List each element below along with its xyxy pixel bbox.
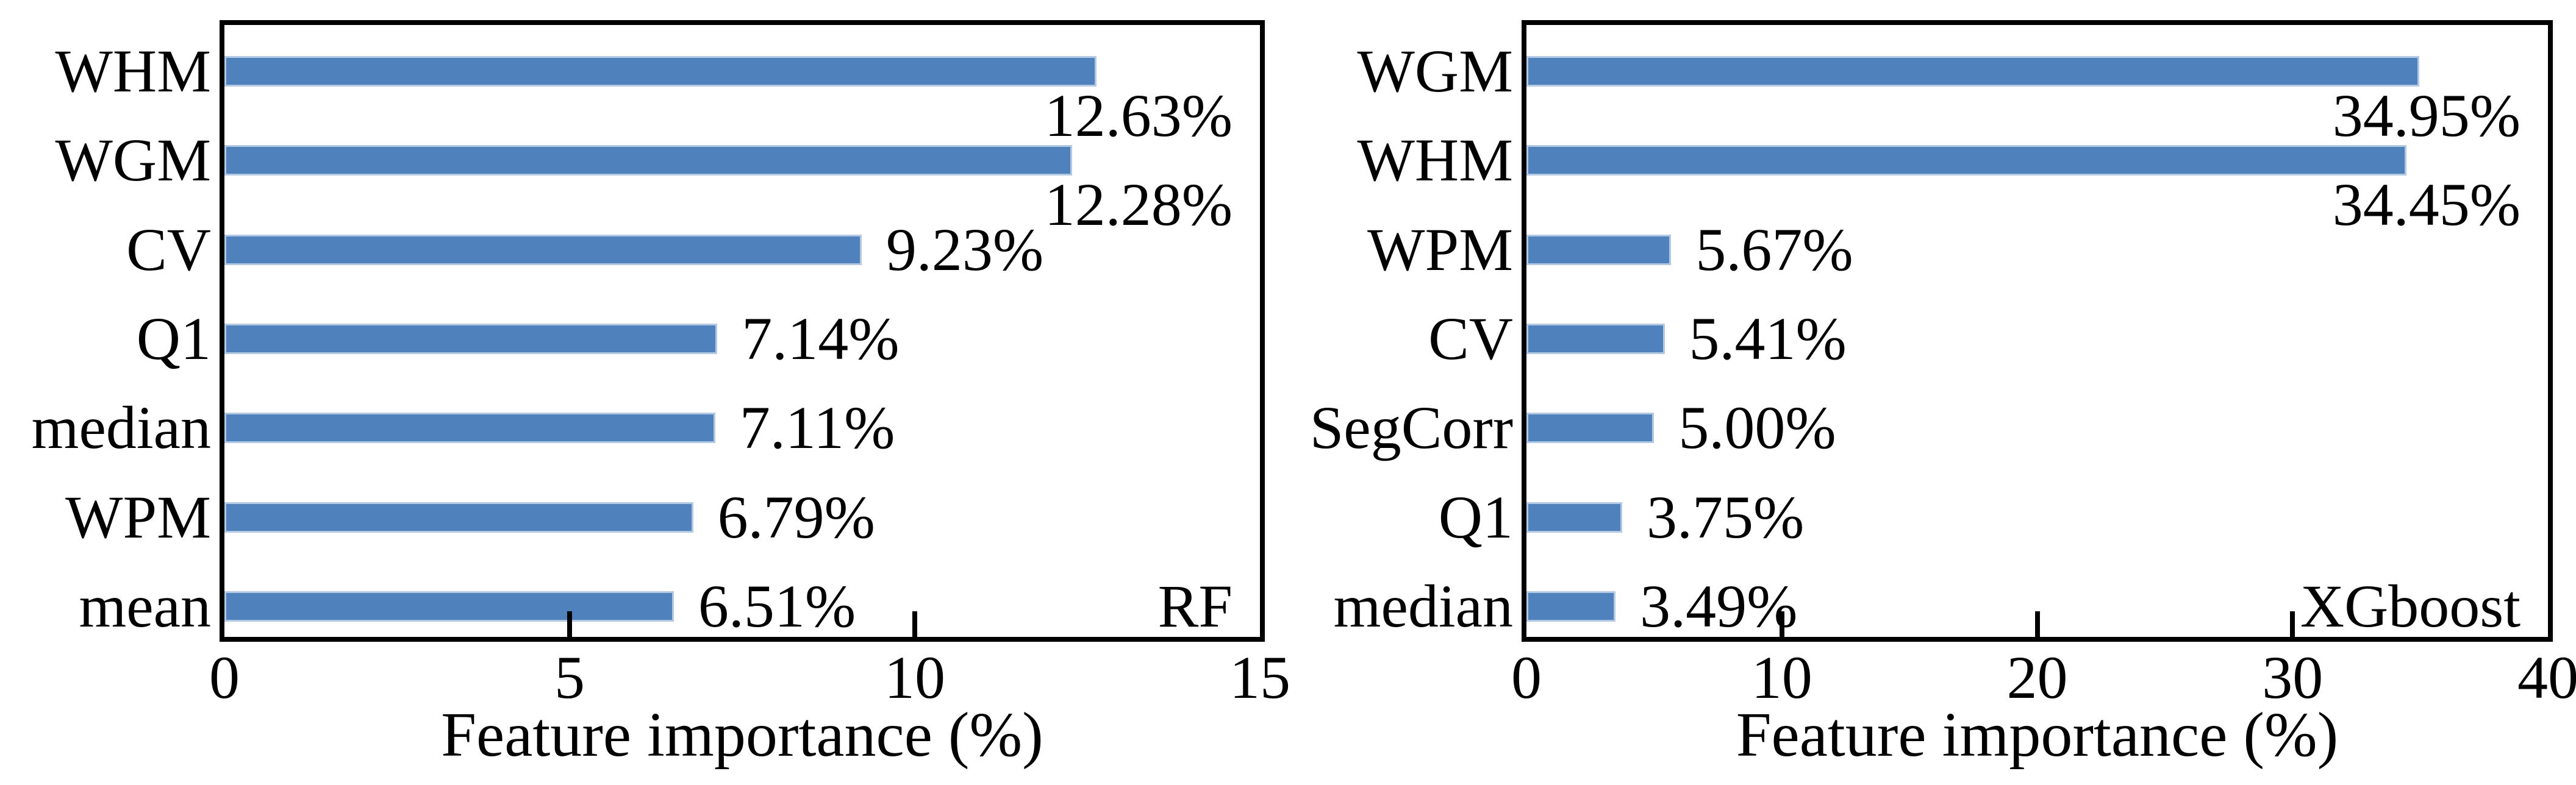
xgboost-corner-label: XGboost xyxy=(2300,572,2521,640)
bar xyxy=(224,502,693,533)
x-tick-label: 40 xyxy=(2517,644,2576,711)
bar-value-label: 34.95% xyxy=(2332,82,2521,149)
category-label: median xyxy=(1333,572,1513,640)
bar xyxy=(1526,234,1672,265)
bar-value-label: 34.45% xyxy=(2332,171,2521,239)
bar xyxy=(224,413,715,444)
category-label: mean xyxy=(79,572,211,640)
x-tick xyxy=(567,611,572,637)
bar-value-label: 12.28% xyxy=(1044,171,1233,239)
rf-x-axis-title: Feature importance (%) xyxy=(441,700,1043,770)
rf-plot-area xyxy=(220,20,1265,642)
category-label: SegCorr xyxy=(1309,394,1513,462)
bar-value-label: 6.79% xyxy=(717,483,875,551)
category-label: CV xyxy=(126,215,211,283)
bar xyxy=(224,591,674,622)
x-tick-label: 10 xyxy=(1751,644,1812,711)
x-tick xyxy=(2034,611,2040,637)
bar xyxy=(1526,56,2419,87)
bar-value-label: 3.49% xyxy=(1640,572,1798,640)
bar xyxy=(224,56,1097,87)
bar-value-label: 12.63% xyxy=(1044,82,1233,149)
xgboost-chart-panel: XGboost Feature importance (%) WGM 34.95%… xyxy=(1288,0,2576,785)
x-tick-label: 10 xyxy=(884,644,945,711)
bar-value-label: 3.75% xyxy=(1647,483,1805,551)
x-tick xyxy=(2290,611,2295,637)
x-tick-label: 20 xyxy=(2006,644,2068,711)
bar-value-label: 5.41% xyxy=(1689,304,1847,372)
bar xyxy=(1526,323,1665,354)
category-label: WPM xyxy=(65,483,211,551)
bar xyxy=(1526,145,2406,176)
category-label: CV xyxy=(1428,304,1513,372)
bar-value-label: 6.51% xyxy=(698,572,856,640)
xgboost-plot-area xyxy=(1522,20,2553,642)
bar xyxy=(224,234,862,265)
x-tick-label: 30 xyxy=(2262,644,2324,711)
bar xyxy=(1526,591,1616,622)
x-tick xyxy=(1779,611,1784,637)
bar-value-label: 7.11% xyxy=(739,394,895,462)
x-tick-label: 0 xyxy=(209,644,240,711)
category-label: median xyxy=(31,394,211,462)
bar-value-label: 5.67% xyxy=(1695,215,1853,283)
category-label: WGM xyxy=(1357,37,1513,105)
category-label: WGM xyxy=(55,126,211,194)
rf-chart-panel: RF Feature importance (%) WHM 12.63% WGM 12… xyxy=(31,20,1290,770)
category-label: WPM xyxy=(1367,215,1513,283)
bar-value-label: 9.23% xyxy=(886,215,1044,283)
x-tick-label: 5 xyxy=(554,644,585,711)
rf-corner-label: RF xyxy=(1157,572,1233,640)
category-label: WHM xyxy=(1357,126,1513,194)
bar xyxy=(1526,502,1623,533)
bar xyxy=(1526,413,1655,444)
xgboost-x-axis-title: Feature importance (%) xyxy=(1736,700,2339,770)
bar-value-label: 5.00% xyxy=(1678,394,1836,462)
bar xyxy=(224,145,1073,176)
category-label: Q1 xyxy=(136,304,211,372)
category-label: WHM xyxy=(55,37,211,105)
x-tick xyxy=(912,611,917,637)
x-tick-label: 15 xyxy=(1229,644,1290,711)
x-tick-label: 0 xyxy=(1511,644,1542,711)
bar-value-label: 7.14% xyxy=(742,304,900,372)
bar xyxy=(224,323,718,354)
category-label: Q1 xyxy=(1438,483,1513,551)
